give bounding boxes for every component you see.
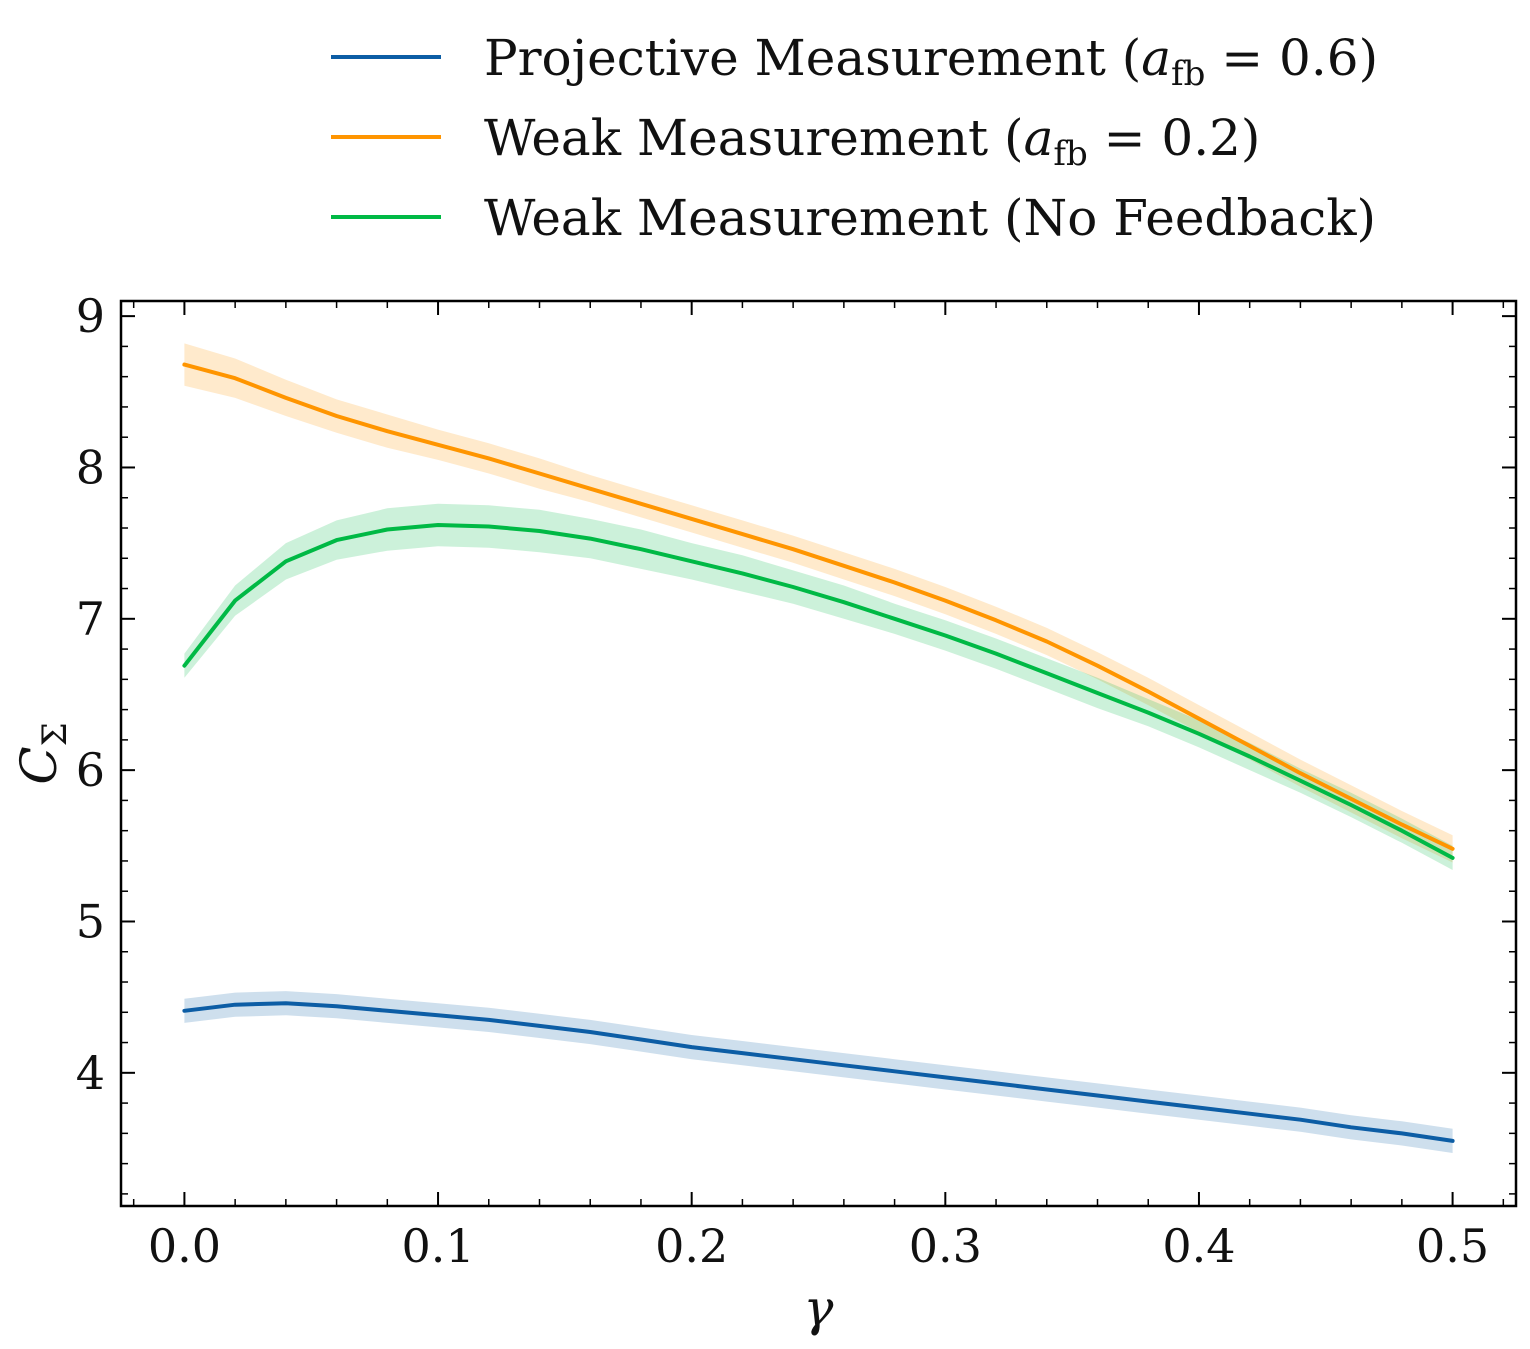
y-axis-label: CΣ bbox=[10, 722, 75, 784]
legend-label-text-end: = 0.6) bbox=[1205, 29, 1378, 87]
y-tick-label: 9 bbox=[76, 289, 105, 343]
y-axis-label-main: C bbox=[10, 746, 68, 784]
x-axis-ticks: 0.0 0.1 0.2 0.3 0.4 0.5 bbox=[132, 301, 1505, 1273]
line-series-2 bbox=[182, 523, 1455, 860]
legend-label-subscript: fb bbox=[1053, 134, 1087, 174]
legend-label-variable: a bbox=[1024, 109, 1054, 167]
series-lines bbox=[182, 362, 1455, 1143]
band-series-2 bbox=[184, 503, 1453, 870]
legend: Projective Measurement (afb = 0.6)Weak M… bbox=[331, 29, 1378, 247]
x-axis-label: γ bbox=[804, 1279, 834, 1337]
x-tick-label: 0.4 bbox=[1162, 1219, 1235, 1273]
confidence-bands bbox=[184, 343, 1453, 1153]
x-tick-label: 0.2 bbox=[655, 1219, 728, 1273]
x-tick-label: 0.5 bbox=[1416, 1219, 1489, 1273]
y-axis-label-group: CΣ bbox=[10, 722, 75, 784]
y-tick-label: 4 bbox=[76, 1046, 105, 1100]
legend-label-2: Weak Measurement (No Feedback) bbox=[484, 189, 1376, 247]
legend-label-text: Projective Measurement ( bbox=[484, 29, 1141, 87]
legend-label-subscript: fb bbox=[1171, 54, 1205, 94]
legend-label-0: Projective Measurement (afb = 0.6) bbox=[484, 29, 1378, 94]
x-tick-label: 0.0 bbox=[148, 1219, 221, 1273]
band-series-0 bbox=[184, 991, 1453, 1153]
legend-label-text-end: = 0.2) bbox=[1088, 109, 1261, 167]
line-series-1 bbox=[182, 362, 1455, 851]
legend-label-1: Weak Measurement (afb = 0.2) bbox=[484, 109, 1260, 174]
y-tick-label: 6 bbox=[76, 743, 105, 797]
x-tick-label: 0.1 bbox=[401, 1219, 474, 1273]
band-series-1 bbox=[184, 343, 1453, 863]
y-axis-ticks: 4 5 6 7 8 9 bbox=[76, 289, 1516, 1195]
legend-label-variable: a bbox=[1141, 29, 1171, 87]
legend-label-text: Weak Measurement (No Feedback) bbox=[484, 189, 1376, 247]
y-tick-label: 7 bbox=[76, 592, 105, 646]
x-tick-label: 0.3 bbox=[909, 1219, 982, 1273]
y-tick-label: 8 bbox=[76, 440, 105, 494]
y-tick-label: 5 bbox=[76, 894, 105, 948]
line-series-0 bbox=[182, 1001, 1455, 1143]
y-axis-label-subscript: Σ bbox=[35, 722, 75, 746]
plot-frame bbox=[119, 299, 1518, 1208]
legend-label-text: Weak Measurement ( bbox=[484, 109, 1024, 167]
